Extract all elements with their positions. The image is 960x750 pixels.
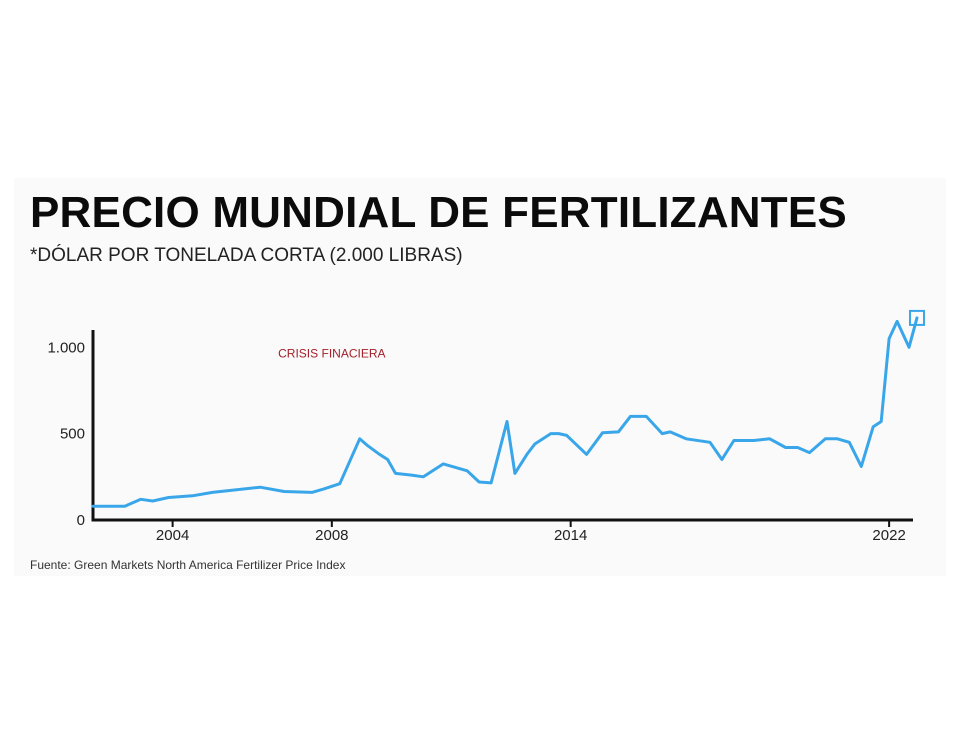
- y-tick-label: 1.000: [47, 339, 85, 356]
- annotation-layer: CRISIS FINACIERA: [278, 347, 385, 361]
- source-note: Fuente: Green Markets North America Fert…: [30, 558, 346, 572]
- x-tick-label: 2022: [872, 527, 905, 544]
- chart-axes: 0 500 1.000 2004 2008 2014 2022: [47, 330, 913, 544]
- y-tick-label: 0: [77, 512, 85, 529]
- chart-card: [14, 178, 946, 576]
- y-tick-label: 500: [60, 426, 85, 443]
- series-layer: [91, 309, 925, 508]
- x-tick-label: 2014: [554, 527, 587, 544]
- price-line: [91, 316, 919, 508]
- chart-subtitle: *DÓLAR POR TONELADA CORTA (2.000 LIBRAS): [30, 245, 463, 266]
- last-point-marker: [908, 309, 925, 326]
- x-tick-label: 2008: [315, 527, 348, 544]
- x-tick-label: 2004: [156, 527, 189, 544]
- chart-title: PRECIO MUNDIAL DE FERTILIZANTES: [30, 188, 847, 237]
- annotation-label: CRISIS FINACIERA: [278, 347, 385, 361]
